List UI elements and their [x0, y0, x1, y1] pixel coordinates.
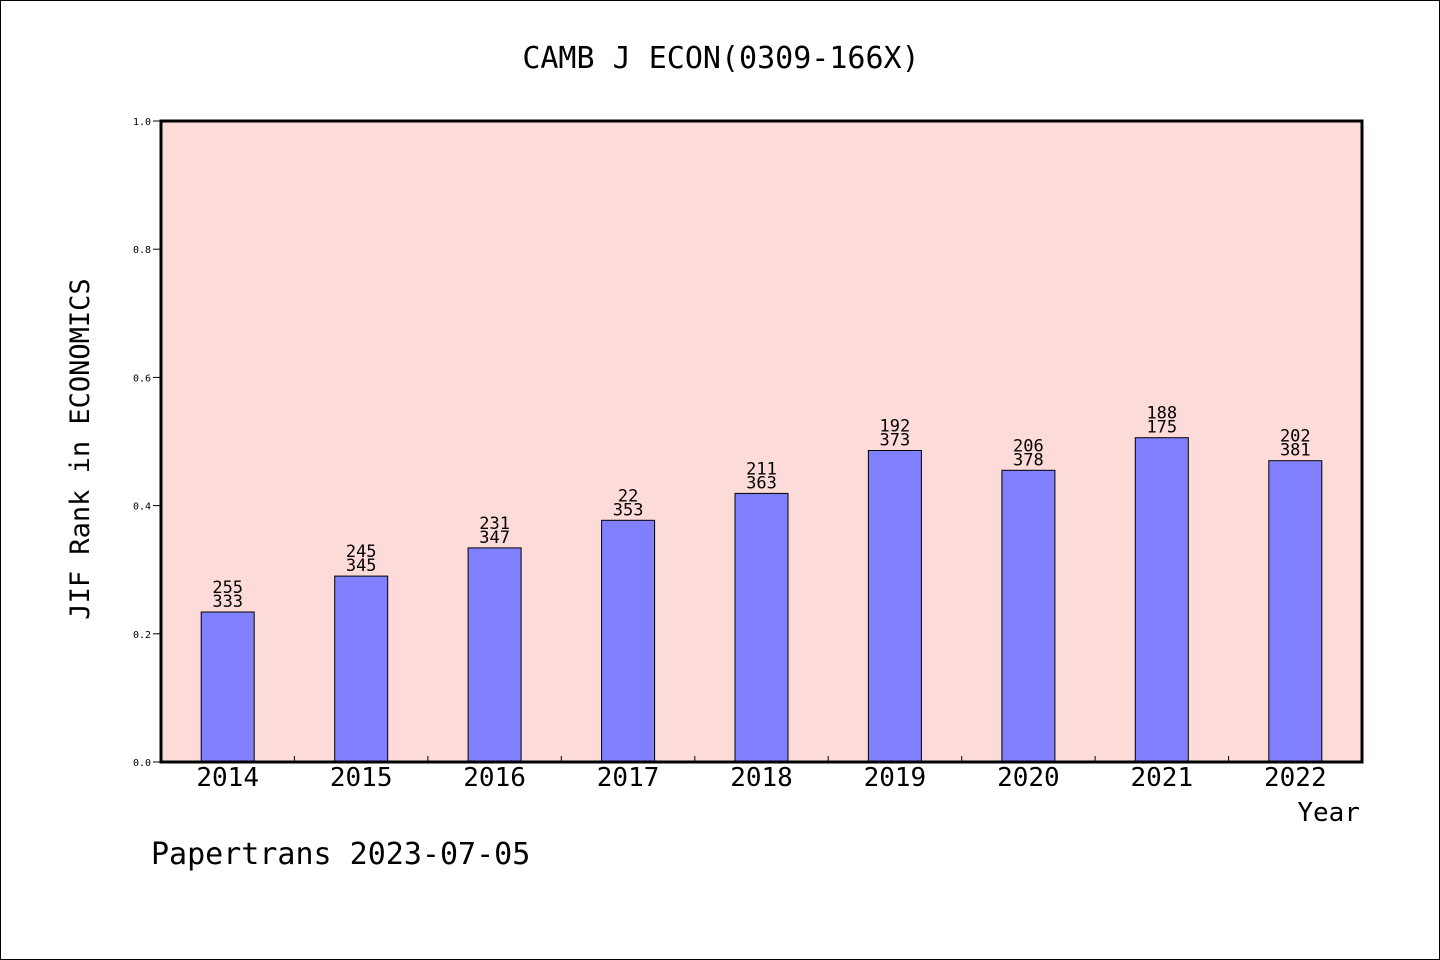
bar-2017	[601, 519, 656, 763]
bar-total-label-2022: 381	[1280, 441, 1311, 461]
y-tick-label-0.0: 0.0	[133, 758, 151, 769]
x-tick-label-2014: 2014	[196, 763, 259, 793]
bar-rank-label-2014: 255	[212, 578, 243, 598]
bar-2014	[200, 611, 255, 763]
x-tick-label-2016: 2016	[463, 763, 526, 793]
bar-2021	[1134, 437, 1189, 763]
y-axis: 0.0 0.2 0.4 0.6 0.8 1.0	[133, 117, 161, 769]
y-tick-label-1.0: 1.0	[133, 117, 151, 128]
x-axis-label: Year	[1297, 798, 1360, 828]
bar-2019	[867, 450, 922, 763]
x-axis: 2014 2015 2016 2017 2018 2019 2020 2021 2022	[196, 756, 1327, 793]
bar-2016	[467, 547, 522, 763]
x-tick-label-2019: 2019	[864, 763, 927, 793]
bar-total-label-2015: 345	[346, 556, 377, 576]
bar-2022	[1268, 460, 1323, 763]
x-tick-label-2022: 2022	[1264, 763, 1327, 793]
bar-rank-label-2022: 202	[1280, 427, 1311, 447]
y-tick-label-0.4: 0.4	[133, 502, 151, 513]
bar-rank-label-2017: 22	[618, 486, 638, 506]
bar-2020	[1001, 469, 1056, 763]
bar-total-label-2016: 347	[479, 528, 510, 548]
chart-title: CAMB J ECON(0309-166X)	[522, 41, 919, 76]
footer-credit: Papertrans 2023-07-05	[151, 837, 530, 872]
bar-rank-label-2016: 231	[479, 514, 510, 534]
x-tick-label-2015: 2015	[330, 763, 393, 793]
bars-group	[200, 437, 1323, 763]
bar-2015	[334, 575, 389, 763]
bar-total-label-2019: 373	[880, 431, 911, 451]
bar-rank-label-2020: 206	[1013, 436, 1044, 456]
bar-total-label-2021: 175	[1146, 418, 1177, 438]
bar-total-label-2017: 353	[613, 500, 644, 520]
x-tick-label-2020: 2020	[997, 763, 1060, 793]
plot-frame	[159, 119, 1364, 764]
bar-total-label-2014: 333	[212, 592, 243, 612]
bar-total-label-2020: 378	[1013, 450, 1044, 470]
bar-rank-label-2019: 192	[880, 417, 911, 437]
y-tick-label-0.2: 0.2	[133, 630, 151, 641]
bar-rank-label-2021: 188	[1146, 404, 1177, 424]
x-tick-label-2018: 2018	[730, 763, 793, 793]
x-tick-label-2017: 2017	[597, 763, 660, 793]
bar-rank-label-2018: 211	[746, 459, 777, 479]
x-tick-label-2021: 2021	[1130, 763, 1193, 793]
bar-total-label-2018: 363	[746, 473, 777, 493]
bar-rank-label-2015: 245	[346, 542, 377, 562]
bar-2018	[734, 492, 789, 763]
y-tick-label-0.8: 0.8	[133, 245, 151, 256]
y-tick-label-0.6: 0.6	[133, 373, 151, 384]
y-axis-label: JIF Rank in ECONOMICS	[65, 278, 96, 619]
